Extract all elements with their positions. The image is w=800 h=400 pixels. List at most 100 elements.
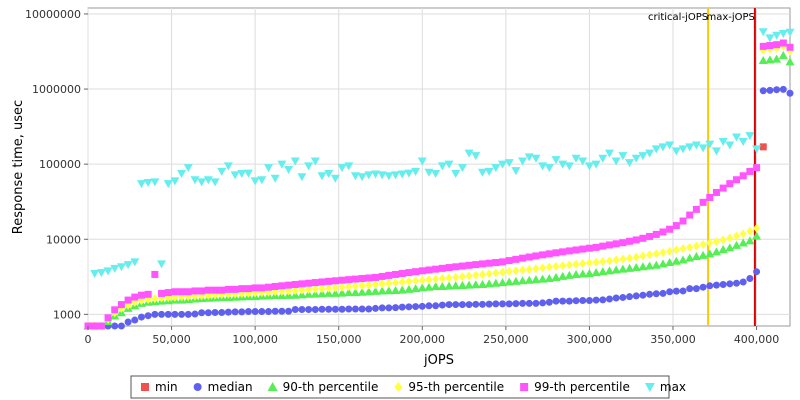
data-point <box>646 290 654 298</box>
data-point <box>726 180 734 188</box>
data-point <box>305 306 313 314</box>
data-point <box>411 284 421 293</box>
data-point <box>552 261 560 271</box>
data-point <box>492 268 500 278</box>
data-point <box>572 259 580 269</box>
data-point <box>238 285 246 293</box>
data-point <box>184 310 192 318</box>
data-point <box>531 275 541 284</box>
data-point <box>712 281 720 289</box>
data-point <box>491 278 501 287</box>
data-point <box>538 274 548 283</box>
data-point <box>638 152 648 161</box>
data-point <box>753 164 761 172</box>
data-point <box>532 264 540 274</box>
data-point <box>485 259 493 267</box>
data-point <box>137 313 145 321</box>
data-point <box>559 248 567 256</box>
data-point <box>484 279 494 288</box>
data-point <box>638 262 648 271</box>
data-point <box>512 255 520 263</box>
legend: min median 90-th percentile 95-th percentil… <box>130 375 686 399</box>
legend-swatch <box>141 383 149 391</box>
data-point <box>464 280 474 289</box>
data-point <box>197 178 207 187</box>
data-point <box>418 267 426 275</box>
x-tick-label: 250,000 <box>483 333 529 346</box>
data-point <box>358 275 366 283</box>
data-point <box>418 275 426 285</box>
data-point <box>739 172 747 180</box>
data-point <box>579 296 587 304</box>
data-points <box>83 28 795 331</box>
data-point <box>645 261 655 270</box>
data-point <box>437 281 447 290</box>
data-point <box>177 170 187 179</box>
x-axis: 0 50,000 100,000 150,000 200,000 250,000 300,0… <box>85 326 779 346</box>
data-point <box>351 281 359 291</box>
data-point <box>365 274 373 282</box>
data-point <box>391 171 401 180</box>
data-point <box>692 285 700 293</box>
data-point <box>672 245 680 255</box>
data-point <box>611 157 621 166</box>
data-point <box>223 162 233 171</box>
data-point <box>551 156 561 165</box>
data-point <box>626 237 634 245</box>
marker-label-critical-jOPS: critical-jOPS <box>648 12 708 23</box>
data-point <box>191 310 199 318</box>
data-point <box>565 260 573 270</box>
data-point <box>765 55 775 64</box>
data-point <box>158 310 166 318</box>
legend-label: 90-th percentile <box>283 380 379 394</box>
data-point <box>136 180 146 189</box>
data-point <box>405 269 413 277</box>
data-point <box>96 269 106 278</box>
data-point <box>545 250 553 258</box>
data-point <box>605 295 613 303</box>
data-point <box>604 149 614 158</box>
data-point <box>498 278 508 287</box>
data-point <box>338 305 346 313</box>
data-point <box>524 153 534 162</box>
data-point <box>625 159 635 168</box>
data-point <box>478 300 486 308</box>
data-point <box>465 261 473 269</box>
data-point <box>412 276 420 286</box>
data-point <box>612 240 620 248</box>
data-point <box>178 288 186 296</box>
data-point <box>766 86 774 94</box>
data-point <box>397 170 407 179</box>
data-point <box>631 263 641 272</box>
data-point <box>371 273 379 281</box>
data-point <box>317 289 327 298</box>
data-point <box>685 143 695 152</box>
data-point <box>370 286 380 295</box>
data-point <box>445 273 453 283</box>
data-point <box>519 299 527 307</box>
data-point <box>337 288 347 297</box>
data-point <box>378 279 386 289</box>
legend-swatch <box>520 383 529 391</box>
data-point <box>377 286 387 295</box>
y-tick-label: 100000 <box>39 158 81 171</box>
data-point <box>318 305 326 313</box>
data-point <box>364 171 374 180</box>
data-point <box>404 284 414 293</box>
data-point <box>358 305 366 313</box>
data-point <box>579 245 587 253</box>
data-point <box>251 284 259 292</box>
data-point <box>492 300 500 308</box>
data-point <box>451 170 461 179</box>
data-point <box>618 264 628 273</box>
data-point <box>592 257 600 267</box>
data-point <box>364 287 374 296</box>
legend-swatch <box>644 383 655 392</box>
data-point <box>512 300 520 308</box>
data-point <box>504 159 514 168</box>
data-point <box>671 147 681 156</box>
data-point <box>618 152 628 161</box>
data-point <box>539 263 547 273</box>
data-point <box>492 259 500 267</box>
